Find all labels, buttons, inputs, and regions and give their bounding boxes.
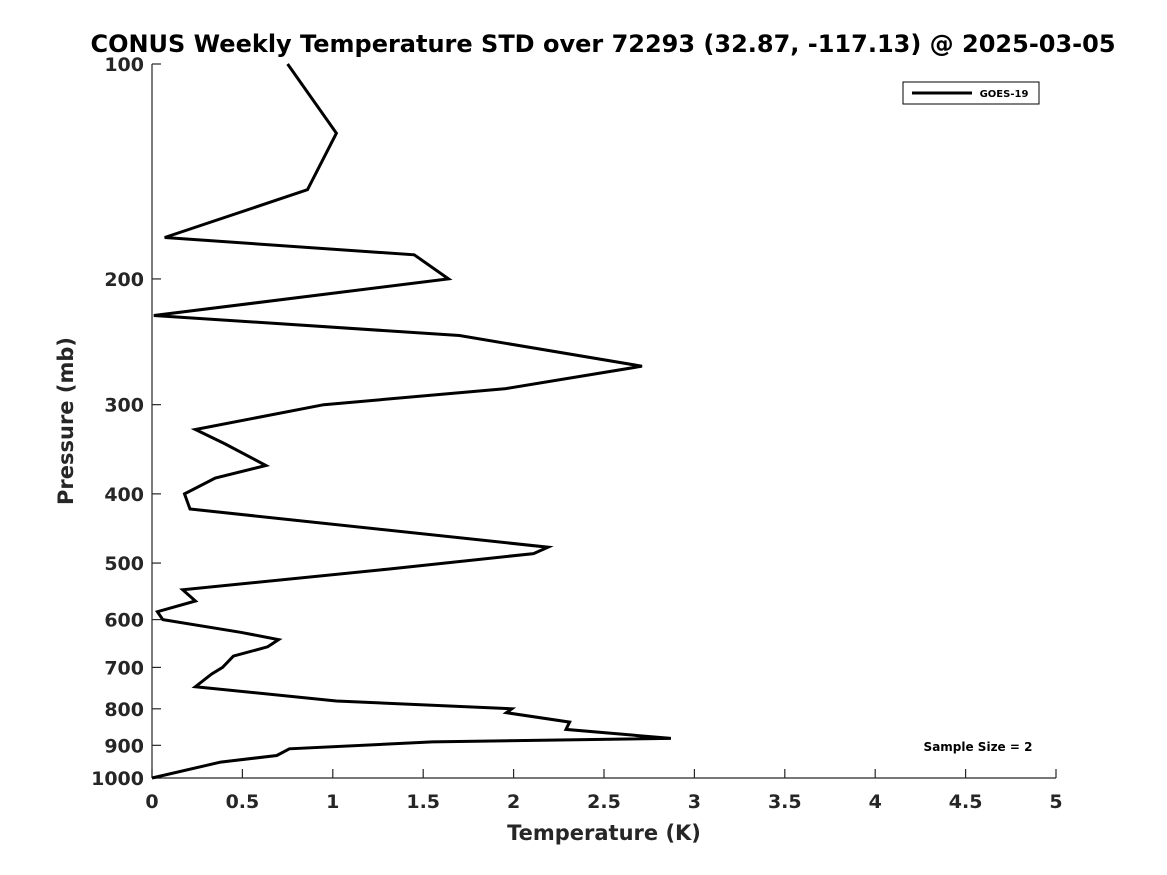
legend-label-goes-19: GOES-19: [980, 89, 1029, 100]
y-tick-label: 100: [104, 54, 144, 76]
y-tick-label: 1000: [91, 768, 144, 790]
y-tick-label: 400: [104, 484, 144, 506]
series-line-goes-19: [151, 63, 672, 780]
y-tick-label: 500: [104, 553, 144, 575]
x-tick-label: 4.5: [949, 791, 983, 813]
y-tick-label: 600: [104, 610, 144, 632]
y-ticks: 100 200 300 400 500 600 700 800 900 1000: [91, 54, 161, 790]
y-tick-label: 700: [104, 657, 144, 679]
x-tick-label: 4: [869, 791, 882, 813]
x-tick-label: 2: [507, 791, 520, 813]
x-axis-label: Temperature (K): [507, 821, 701, 845]
x-tick-label: 3: [688, 791, 701, 813]
x-tick-label: 1.5: [406, 791, 440, 813]
y-tick-label: 900: [104, 735, 144, 757]
legend: GOES-19: [902, 81, 1040, 105]
x-tick-label: 3.5: [768, 791, 802, 813]
x-tick-label: 1: [326, 791, 339, 813]
sample-size-annotation: Sample Size = 2: [924, 740, 1033, 754]
y-tick-label: 300: [104, 395, 144, 417]
chart-title: CONUS Weekly Temperature STD over 72293 …: [90, 30, 1115, 58]
x-tick-label: 0.5: [226, 791, 260, 813]
x-tick-label: 2.5: [587, 791, 621, 813]
y-tick-label: 200: [104, 269, 144, 291]
y-tick-label: 800: [104, 699, 144, 721]
y-axis-label: Pressure (mb): [54, 337, 78, 505]
x-tick-label: 5: [1049, 791, 1062, 813]
x-tick-label: 0: [145, 791, 158, 813]
x-ticks: 0 0.5 1 1.5 2 2.5 3 3.5 4 4.5 5: [145, 769, 1063, 813]
